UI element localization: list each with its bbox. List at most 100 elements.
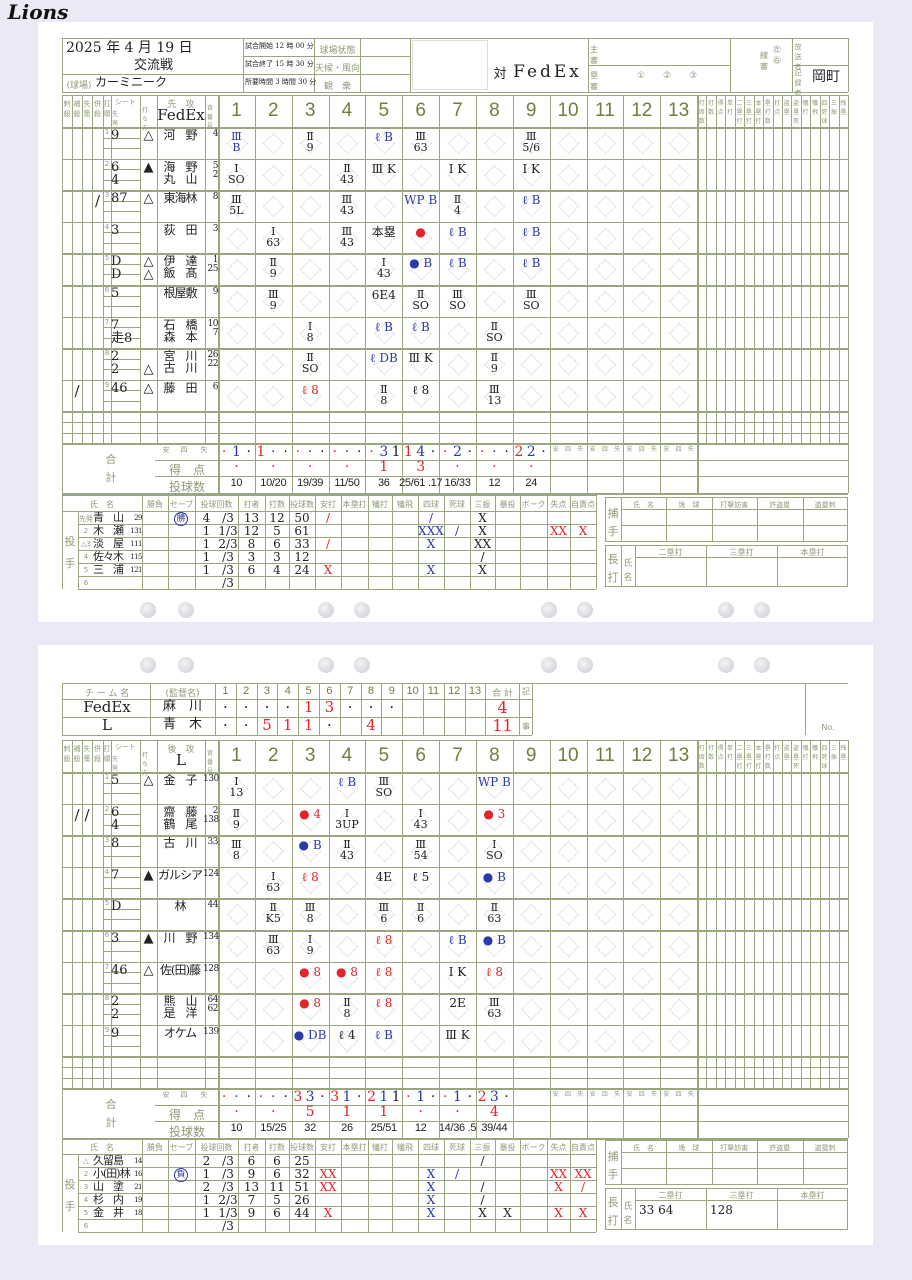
seat-position: 46 bbox=[111, 962, 128, 978]
grid-line bbox=[410, 38, 411, 92]
hwe-sub: 四 bbox=[565, 1091, 572, 1099]
binder-hole bbox=[178, 657, 194, 673]
inning-runs: 1 bbox=[342, 1104, 352, 1121]
bat-side-header: 打ち方 bbox=[141, 107, 148, 132]
base-numbers: ① ② ③ bbox=[636, 71, 698, 81]
pitch-stat-ab: 5 bbox=[273, 524, 281, 538]
play-notation: 6E4 bbox=[371, 288, 396, 302]
uniform-number: 8 bbox=[212, 192, 219, 203]
player-name: 石 橋 森 本 bbox=[163, 318, 197, 343]
grid-line bbox=[777, 1188, 778, 1230]
pitch-col-header: 打数 bbox=[269, 1143, 285, 1152]
linescore-manager: 麻 川 bbox=[162, 699, 202, 714]
inning-pitches: 36 bbox=[377, 477, 390, 490]
batting-order: 3 bbox=[104, 191, 110, 200]
notes-label: 記 bbox=[522, 687, 530, 696]
uniform-number: 124 bbox=[203, 868, 219, 879]
inning-9-header: 9 bbox=[525, 100, 537, 121]
sub-row-line bbox=[103, 263, 141, 265]
play-notation: Ⅱ 43 bbox=[339, 838, 354, 863]
binder-hole bbox=[577, 657, 593, 673]
sub-row-line bbox=[103, 179, 141, 181]
play-notation: Ⅱ K5 bbox=[265, 901, 281, 926]
pitch-col-header: 自責点 bbox=[571, 1143, 595, 1152]
grid-line bbox=[470, 1138, 471, 1232]
grid-line bbox=[62, 1138, 63, 1232]
row-line bbox=[62, 930, 848, 932]
grid-line bbox=[711, 497, 713, 542]
sub-row-line bbox=[103, 793, 141, 794]
pitch-stat-so: / bbox=[480, 1193, 485, 1207]
pitch-stat-h: XX bbox=[319, 1180, 337, 1194]
player-name: 宮 川 古 川 bbox=[163, 350, 197, 375]
pitcher-order: △3 bbox=[81, 540, 91, 548]
pitcher-number: 111 bbox=[130, 540, 142, 548]
sub-row-line bbox=[103, 940, 141, 942]
pitch-stat-ab: 6 bbox=[273, 537, 281, 551]
catcher-col: 許盗塁 bbox=[769, 1144, 791, 1152]
error-label: 失 bbox=[200, 446, 208, 455]
player-name: 金 子 bbox=[163, 774, 197, 786]
linescore-inning-10: 10 bbox=[406, 685, 419, 697]
inning-line bbox=[623, 740, 625, 1139]
player-name: 伊 達 飯 髙 bbox=[163, 255, 197, 280]
grid-line bbox=[62, 699, 532, 700]
pitch-stat-bb: X bbox=[426, 1206, 436, 1220]
grid-line bbox=[72, 95, 73, 444]
inning-hwe: · bbox=[320, 444, 325, 461]
seat-position: D bbox=[111, 899, 122, 915]
pitch-stat-np: 50 bbox=[294, 511, 310, 525]
batting-order: 7 bbox=[104, 317, 110, 326]
grid-line bbox=[423, 683, 424, 735]
pitch-stat-np: 61 bbox=[294, 524, 310, 538]
pitcher-number: 19 bbox=[134, 1196, 142, 1204]
inning-line bbox=[475, 740, 477, 1139]
pitch-stat-ip: 1 bbox=[202, 1206, 211, 1220]
team-name-header: チ ー ム 名 bbox=[84, 689, 130, 699]
play-notation: 本塁 bbox=[371, 224, 396, 239]
play-notation: 2E bbox=[449, 996, 466, 1011]
grid-line bbox=[596, 495, 597, 589]
inning-7-header: 7 bbox=[452, 100, 463, 121]
sub-row-line bbox=[103, 169, 141, 171]
seat-position: 5 bbox=[111, 773, 120, 788]
inning-hwe: 1 bbox=[342, 1089, 352, 1106]
pitch-col-header: 打数 bbox=[269, 500, 285, 509]
pitcher-number: 14 bbox=[134, 1157, 142, 1165]
inning-runs: · bbox=[234, 1104, 239, 1121]
grid-line bbox=[78, 1219, 596, 1220]
play-notation: Ⅱ 8 bbox=[380, 382, 388, 407]
inning-hwe: · bbox=[320, 1089, 325, 1106]
binder-hole bbox=[754, 657, 770, 673]
pitch-stat-ipf: /3 bbox=[222, 576, 234, 590]
grid-line bbox=[150, 683, 151, 735]
grid-line bbox=[62, 1138, 596, 1139]
scorer-name: 岡町 bbox=[812, 69, 840, 85]
grid-line bbox=[532, 683, 533, 735]
col-header-3: 併殺 bbox=[94, 100, 101, 118]
grid-line bbox=[62, 74, 243, 75]
play-notation: ● 3 bbox=[483, 806, 506, 821]
play-notation: ● B bbox=[298, 838, 322, 853]
linescore-inning-8: 8 bbox=[367, 685, 375, 697]
inning-hwe: 4 bbox=[416, 444, 426, 461]
stat-header: 盗塁死 bbox=[793, 745, 800, 770]
inning-runs: · bbox=[418, 1104, 423, 1121]
batting-order: 6 bbox=[104, 931, 110, 939]
linescore-inning-6: 6 bbox=[326, 685, 333, 697]
inning-hwe: · bbox=[221, 1089, 227, 1106]
sub-row-line bbox=[103, 369, 141, 371]
grid-line bbox=[381, 683, 383, 735]
inning-hwe: · bbox=[271, 444, 276, 461]
linescore-cell: · bbox=[389, 698, 395, 716]
pitch-stat-h: X bbox=[323, 563, 333, 577]
play-notation: Ⅲ 63 bbox=[487, 996, 502, 1021]
inning-12-header: 12 bbox=[631, 100, 653, 121]
inning-hwe: · bbox=[443, 444, 448, 461]
sub-row-line bbox=[103, 814, 141, 816]
inning-hwe: · bbox=[344, 444, 350, 461]
inning-line bbox=[660, 95, 662, 494]
binder-hole bbox=[541, 602, 557, 618]
row-line bbox=[62, 316, 848, 319]
grid-line bbox=[444, 1138, 445, 1232]
